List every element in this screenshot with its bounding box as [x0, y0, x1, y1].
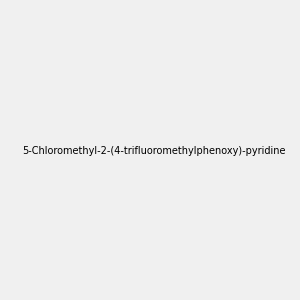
Text: 5-Chloromethyl-2-(4-trifluoromethylphenoxy)-pyridine: 5-Chloromethyl-2-(4-trifluoromethylpheno… [22, 146, 286, 157]
